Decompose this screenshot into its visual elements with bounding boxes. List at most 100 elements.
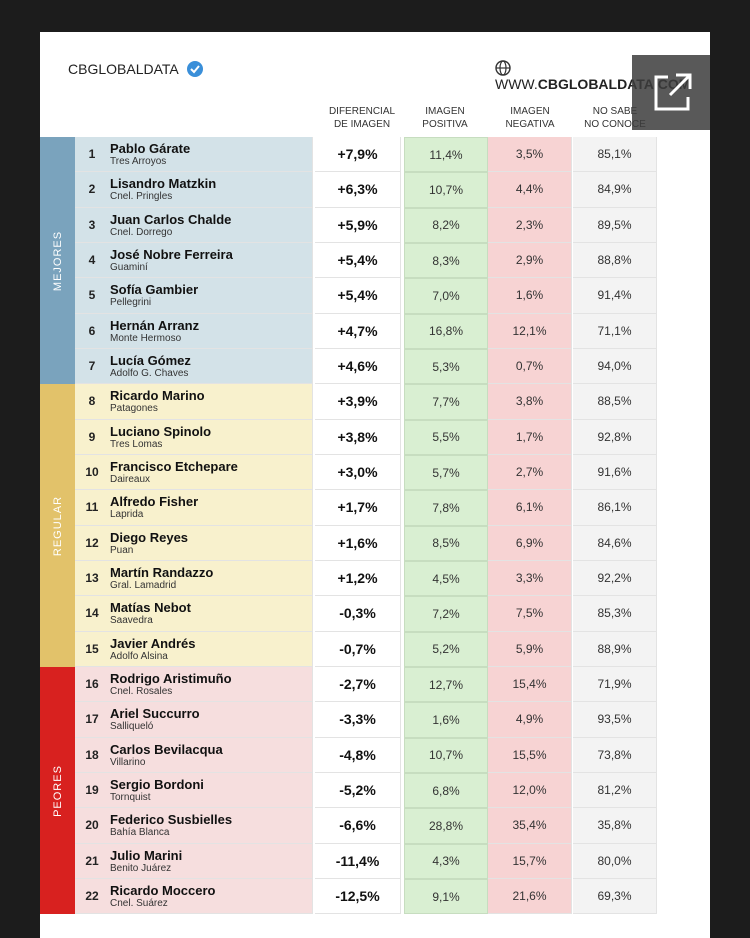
differential-cell: +1,2%	[315, 560, 401, 597]
column-header-line: POSITIVA	[422, 119, 468, 130]
person-name: Martín Randazzo	[110, 564, 214, 580]
person-name: Javier Andrés	[110, 635, 196, 651]
differential-cell: -0,3%	[315, 596, 401, 632]
place: Villarino	[110, 756, 146, 768]
group-label: REGULAR	[51, 495, 64, 556]
positive-cell: 4,3%	[404, 843, 488, 879]
column-header: NO SABE NO CONOCE	[570, 105, 660, 131]
name-cell: 11 Alfredo Fisher Laprida	[75, 490, 313, 526]
name-cell: 20 Federico Susbielles Bahía Blanca	[75, 808, 313, 844]
differential-cell: +3,0%	[315, 454, 401, 491]
rank: 8	[88, 394, 96, 409]
person-name: Sofía Gambier	[110, 282, 199, 298]
place: Saavedra	[110, 615, 153, 627]
column-header: DIFERENCIAL DE IMAGEN	[317, 105, 407, 131]
positive-cell: 7,2%	[404, 596, 488, 632]
unknown-cell: 80,0%	[573, 843, 657, 879]
positive-cell: 7,8%	[404, 490, 488, 526]
differential-cell: -2,7%	[315, 666, 401, 703]
group-band: PEORES	[40, 666, 75, 915]
name-cell: 6 Hernán Arranz Monte Hermoso	[75, 313, 313, 349]
open-external-button[interactable]	[632, 55, 710, 130]
negative-cell: 2,3%	[488, 207, 572, 243]
unknown-cell: 81,2%	[573, 772, 657, 809]
unknown-cell: 93,5%	[573, 702, 657, 738]
positive-cell: 8,5%	[404, 525, 488, 561]
rank: 12	[85, 535, 99, 550]
negative-cell: 1,6%	[488, 278, 572, 314]
person-name: Federico Susbielles	[110, 812, 233, 828]
differential-cell: -4,8%	[315, 737, 401, 773]
differential-cell: -6,6%	[315, 808, 401, 844]
unknown-cell: 73,8%	[573, 737, 657, 773]
open-external-icon	[654, 73, 692, 111]
differential-cell: +7,9%	[315, 137, 401, 173]
rank: 16	[85, 676, 99, 691]
positive-cell: 1,6%	[404, 702, 488, 738]
group: REGULAR 8 Ricardo Marino Patagones +3,9% 7,7%…	[40, 384, 710, 667]
differential-cell: +3,9%	[315, 384, 401, 420]
person-name: Julio Marini	[110, 847, 183, 863]
unknown-cell: 92,8%	[573, 419, 657, 455]
name-cell: 3 Juan Carlos Chalde Cnel. Dorrego	[75, 207, 313, 243]
column-header: IMAGEN POSITIVA	[400, 105, 490, 131]
name-cell: 2 Lisandro Matzkin Cnel. Pringles	[75, 172, 313, 208]
positive-cell: 11,4%	[404, 137, 488, 173]
unknown-cell: 92,2%	[573, 560, 657, 597]
positive-cell: 8,2%	[404, 207, 488, 243]
differential-cell: -12,5%	[315, 878, 401, 915]
name-cell: 17 Ariel Succurro Salliqueló	[75, 702, 313, 738]
column-header-line: NO CONOCE	[584, 119, 646, 130]
rank: 17	[85, 712, 99, 727]
rank: 7	[88, 358, 96, 373]
positive-cell: 6,8%	[404, 772, 488, 809]
name-cell: 5 Sofía Gambier Pellegrini	[75, 278, 313, 314]
place: Bahía Blanca	[110, 827, 170, 839]
place: Tres Lomas	[110, 438, 163, 450]
place: Salliqueló	[110, 721, 154, 733]
person-name: Lucía Gómez	[110, 352, 191, 368]
unknown-cell: 35,8%	[573, 808, 657, 844]
group-band: REGULAR	[40, 384, 75, 667]
place: Adolfo Alsina	[110, 650, 168, 662]
name-cell: 9 Luciano Spinolo Tres Lomas	[75, 419, 313, 455]
place: Cnel. Rosales	[110, 685, 173, 697]
rank: 9	[88, 429, 96, 444]
negative-cell: 0,7%	[488, 348, 572, 385]
place: Tornquist	[110, 791, 151, 803]
differential-cell: +5,4%	[315, 242, 401, 279]
differential-cell: +1,6%	[315, 525, 401, 561]
person-name: Rodrigo Aristimuño	[110, 670, 232, 686]
name-cell: 10 Francisco Etchepare Daireaux	[75, 454, 313, 491]
place: Daireaux	[110, 473, 151, 485]
rank: 21	[85, 853, 99, 868]
name-cell: 14 Matías Nebot Saavedra	[75, 596, 313, 632]
unknown-cell: 85,3%	[573, 596, 657, 632]
unknown-cell: 71,1%	[573, 313, 657, 349]
person-name: Diego Reyes	[110, 529, 189, 545]
unknown-cell: 69,3%	[573, 878, 657, 915]
positive-cell: 28,8%	[404, 808, 488, 844]
negative-cell: 4,9%	[488, 702, 572, 738]
column-header-line: DIFERENCIAL	[328, 106, 396, 117]
name-cell: 4 José Nobre Ferreira Guaminí	[75, 242, 313, 279]
negative-cell: 6,1%	[488, 490, 572, 526]
person-name: Carlos Bevilacqua	[110, 741, 223, 757]
positive-cell: 16,8%	[404, 313, 488, 349]
place: Adolfo G. Chaves	[110, 367, 189, 379]
rank: 14	[85, 606, 99, 621]
group: MEJORES 1 Pablo Gárate Tres Arroyos +7,9% 11,…	[40, 137, 710, 385]
negative-cell: 12,0%	[488, 772, 572, 809]
panel: CBGLOBALDATA WWW.CBGLOBALDATA.COM MEJORE…	[40, 32, 710, 938]
person-name: Lisandro Matzkin	[110, 176, 217, 192]
negative-cell: 21,6%	[488, 878, 572, 915]
differential-cell: +6,3%	[315, 172, 401, 208]
place: Pellegrini	[110, 297, 152, 309]
name-cell: 21 Julio Marini Benito Juárez	[75, 843, 313, 879]
unknown-cell: 89,5%	[573, 207, 657, 243]
verified-badge	[186, 61, 203, 77]
place: Tres Arroyos	[110, 156, 167, 167]
place: Monte Hermoso	[110, 332, 182, 344]
unknown-cell: 86,1%	[573, 490, 657, 526]
